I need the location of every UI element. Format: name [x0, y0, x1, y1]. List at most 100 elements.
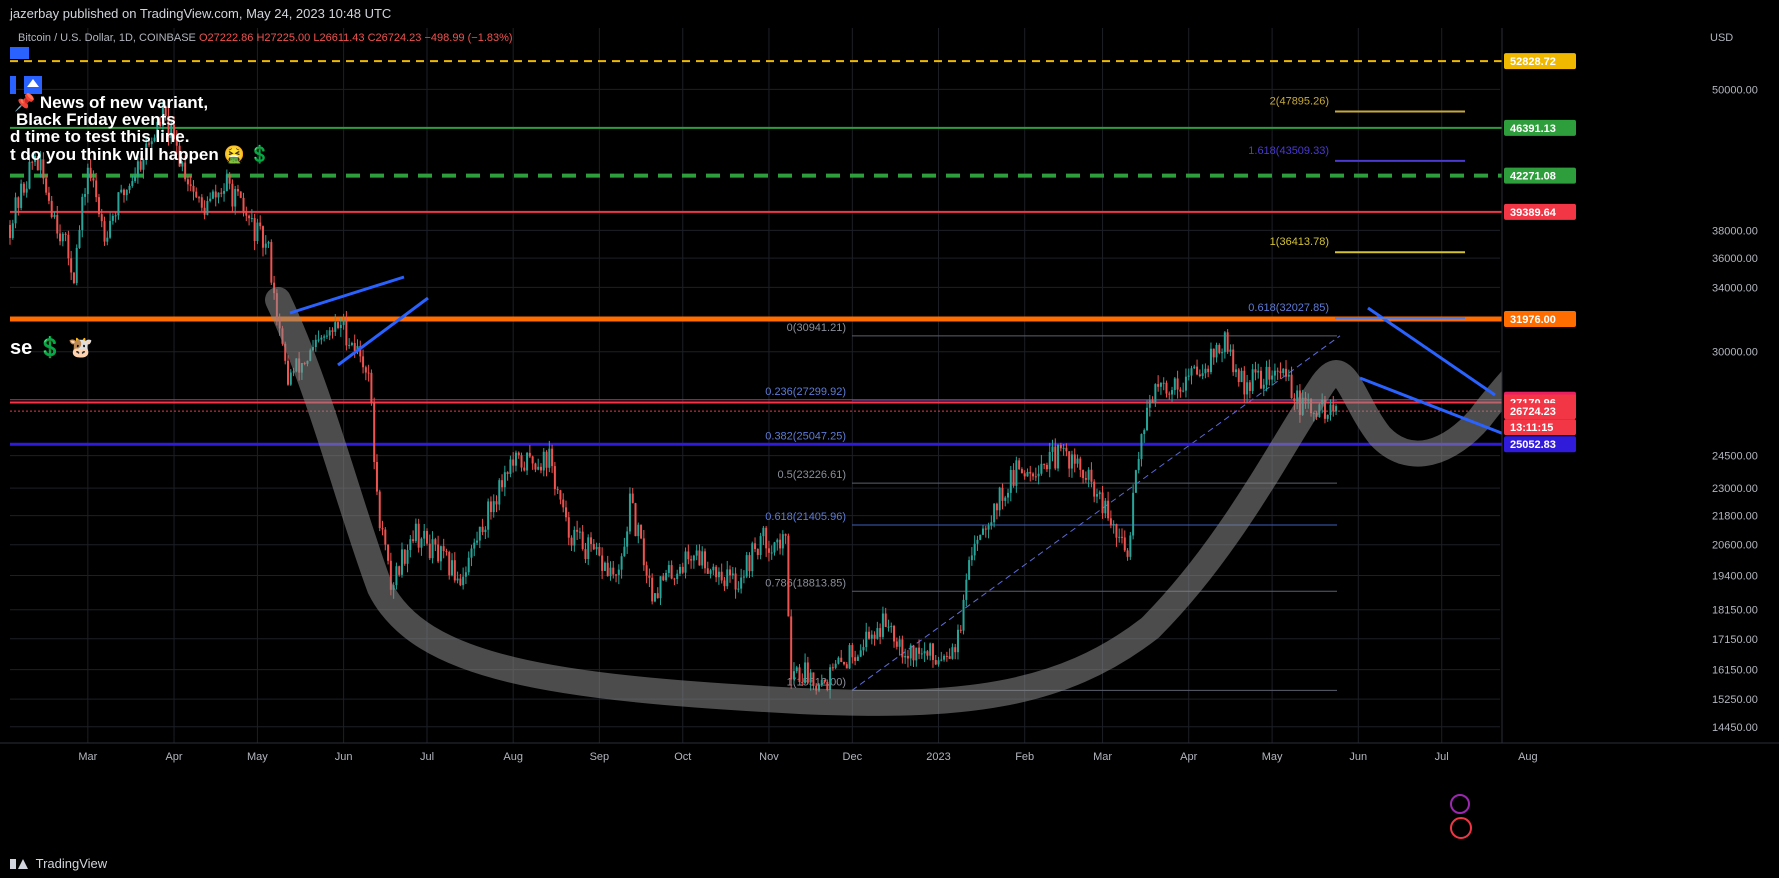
x-tick-label: May: [247, 751, 268, 763]
publish-header: jazerbay published on TradingView.com, M…: [0, 0, 1779, 28]
y-tick-label: 17150.00: [1712, 634, 1758, 646]
candle: [779, 539, 782, 549]
candle: [837, 657, 840, 664]
candle: [1196, 366, 1199, 375]
candle: [1073, 454, 1076, 464]
candle: [545, 451, 548, 468]
annotation-text: d time to test this line.: [10, 127, 189, 146]
candle: [609, 567, 612, 577]
candle: [1012, 469, 1015, 486]
candle: [726, 569, 729, 587]
candle: [734, 573, 737, 590]
candle: [576, 529, 579, 532]
candle: [1104, 500, 1107, 514]
candle: [748, 555, 751, 572]
candle: [934, 659, 937, 665]
candle: [1257, 370, 1260, 373]
candle: [954, 647, 957, 653]
candle: [923, 651, 926, 654]
candle: [517, 452, 520, 456]
candle: [709, 570, 712, 574]
candle: [1121, 536, 1123, 538]
candle: [228, 174, 231, 184]
candle: [651, 577, 654, 602]
candle: [1109, 518, 1112, 526]
candle: [901, 639, 904, 658]
candle: [806, 662, 809, 683]
candle: [1070, 454, 1073, 469]
horizontal-levels: [10, 60, 1502, 446]
candle: [426, 530, 428, 544]
candle: [690, 559, 693, 561]
candle: [834, 663, 837, 668]
candle: [612, 567, 615, 575]
fib-retracement-label: 0(30941.21): [787, 322, 846, 334]
candle: [631, 493, 634, 504]
candle: [698, 550, 701, 566]
candle: [448, 551, 451, 576]
candle: [659, 576, 662, 599]
candle: [178, 145, 181, 167]
candle: [962, 599, 965, 631]
candle: [1082, 469, 1085, 479]
candle: [590, 537, 593, 544]
candle: [945, 655, 948, 657]
candle: [601, 555, 604, 571]
y-tick-label: 18150.00: [1712, 605, 1758, 617]
candle: [345, 319, 348, 346]
candle: [1226, 332, 1229, 352]
candle: [831, 667, 834, 669]
y-tick-label: 20600.00: [1712, 540, 1758, 552]
candle: [1335, 406, 1338, 412]
fib-retracement-label: 0.618(21405.96): [765, 511, 846, 523]
time-axis[interactable]: Mar Apr May Jun Jul Aug Sep Oct Nov Dec 2023 Feb Mar…: [0, 742, 1779, 763]
candle: [186, 179, 189, 185]
candle: [951, 647, 954, 659]
candle: [684, 551, 687, 573]
fib-trend-line: [851, 335, 1341, 691]
candle: [261, 226, 264, 248]
candle: [512, 459, 515, 466]
candle: [595, 546, 598, 550]
x-tick-label: Apr: [1180, 751, 1197, 763]
candle: [943, 655, 946, 660]
price-chart[interactable]: 0(30941.21) 0.236(27299.92) 0.382(25047.25…: [0, 28, 1779, 848]
candle: [506, 472, 509, 474]
candle: [1062, 447, 1065, 449]
candle: [367, 372, 370, 374]
candle: [801, 681, 804, 684]
candle: [1123, 537, 1126, 551]
candle: [653, 593, 656, 602]
candle: [331, 330, 334, 332]
candle: [751, 543, 754, 572]
fib-extension-label: 1.618(43509.33): [1248, 145, 1329, 157]
candle: [868, 631, 871, 639]
candle: [1098, 492, 1101, 495]
price-label: 13:11:15: [1510, 422, 1553, 434]
candle: [1193, 366, 1196, 369]
candle: [487, 501, 490, 530]
candle: [615, 574, 618, 576]
candle: [765, 527, 768, 549]
candle: [256, 222, 259, 242]
candle: [1240, 370, 1243, 383]
candle: [931, 643, 934, 660]
candle: [1087, 469, 1090, 480]
candle: [767, 548, 770, 553]
candle: [125, 189, 128, 196]
fib-retracement-label: 1(15512.00): [787, 676, 846, 688]
price-label-bg: [1504, 167, 1576, 184]
footer: TradingView: [0, 848, 1779, 877]
candle: [1051, 446, 1054, 452]
candle: [325, 335, 328, 337]
candle: [484, 529, 487, 533]
candle: [562, 499, 565, 508]
candle: [334, 322, 337, 332]
fib-retracement-label: 0.786(18813.85): [765, 577, 846, 589]
legend-item: L26611.43: [313, 32, 367, 44]
price-axis[interactable]: USD 14450.00 15250.00 16150.00 17150.00 18150…: [1501, 28, 1779, 848]
candle: [798, 667, 801, 682]
y-tick-label: 21800.00: [1712, 511, 1758, 523]
candle: [1118, 536, 1121, 538]
candle: [181, 162, 184, 167]
